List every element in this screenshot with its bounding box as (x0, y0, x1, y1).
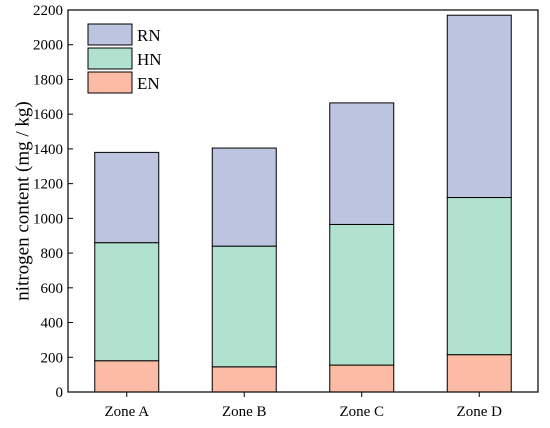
bar-segment-rn-4 (446, 14, 512, 199)
legend-label-hn: HN (137, 50, 162, 69)
y-tick-label: 2200 (33, 3, 63, 19)
x-tick-label: Zone B (222, 404, 267, 420)
y-tick-label: 200 (41, 350, 64, 366)
legend-label-en: EN (137, 74, 160, 93)
y-tick-label: 800 (41, 246, 64, 262)
y-tick-label: 1400 (33, 142, 63, 158)
y-tick-label: 600 (41, 281, 64, 297)
x-tick-label: Zone C (339, 404, 384, 420)
x-tick-label: Zone A (104, 404, 149, 420)
bar-segment-en-1 (94, 360, 160, 393)
bar-segment-en-3 (329, 364, 395, 393)
legend-swatch-rn (87, 23, 133, 46)
y-tick-label: 1200 (33, 177, 63, 193)
y-tick-label: 0 (56, 385, 64, 401)
bar-segment-rn-1 (94, 151, 160, 244)
legend-swatch-hn (87, 47, 133, 70)
y-tick-label: 1800 (33, 72, 63, 88)
y-tick-label: 1600 (33, 107, 63, 123)
bar-segment-hn-1 (94, 242, 160, 362)
x-axis-ticks: Zone A Zone B Zone C Zone D (104, 392, 502, 420)
y-axis-label: nitrogen content (mg / kg) (13, 101, 34, 300)
bar-segment-en-2 (211, 366, 277, 393)
bar-segment-rn-2 (211, 147, 277, 247)
bar-segment-hn-2 (211, 245, 277, 368)
x-tick-label: Zone D (457, 404, 503, 420)
bar-segment-hn-4 (446, 197, 512, 356)
y-tick-label: 1000 (33, 211, 63, 227)
bar-segment-hn-3 (329, 223, 395, 366)
legend-label-rn: RN (137, 26, 161, 45)
y-tick-label: 2000 (33, 38, 63, 54)
y-axis-ticks: 0 200 400 600 800 1000 1200 1400 1600 1800 2000 220… (33, 3, 73, 401)
legend-swatch-en (87, 71, 133, 94)
legend: RN HN EN (87, 23, 162, 94)
bar-segment-en-4 (446, 354, 512, 393)
plot-frame (67, 9, 539, 393)
bars (94, 14, 512, 393)
y-tick-label: 400 (41, 316, 64, 332)
bar-segment-rn-3 (329, 102, 395, 225)
